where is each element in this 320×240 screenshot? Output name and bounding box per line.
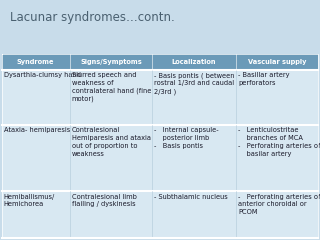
- Text: Localization: Localization: [172, 59, 216, 65]
- Bar: [2, 191, 318, 238]
- Text: Slurred speech and
weakness of
contralateral hand (fine
motor): Slurred speech and weakness of contralat…: [72, 72, 151, 102]
- Text: Syndrome: Syndrome: [17, 59, 54, 65]
- Text: Hemiballismus/
Hemichorea: Hemiballismus/ Hemichorea: [4, 193, 55, 207]
- Bar: [2, 125, 318, 191]
- Text: Signs/Symptoms: Signs/Symptoms: [80, 59, 142, 65]
- Text: -   Perforating arteries of
anterior choroidal or
PCOM: - Perforating arteries of anterior choro…: [238, 193, 320, 215]
- Bar: [2, 70, 318, 125]
- Text: Ataxia- hemiparesis: Ataxia- hemiparesis: [4, 127, 70, 133]
- Text: -   Internal capsule-
    posterior limb
-   Basis pontis: - Internal capsule- posterior limb - Bas…: [154, 127, 219, 149]
- Text: - Basis pontis ( between
rostral 1/3rd and caudal
2/3rd ): - Basis pontis ( between rostral 1/3rd a…: [154, 72, 235, 95]
- Text: Contralesional limb
flailing / dyskinesis: Contralesional limb flailing / dyskinesi…: [72, 193, 137, 207]
- Text: -   Lenticulostritae
    branches of MCA
-   Perforating arteries of
    basilar: - Lenticulostritae branches of MCA - Per…: [238, 127, 320, 157]
- Text: - Basillar artery
perforators: - Basillar artery perforators: [238, 72, 290, 86]
- Text: Vascular supply: Vascular supply: [248, 59, 307, 65]
- Text: Contralesional
Hemiparesis and ataxia
out of proportion to
weakness: Contralesional Hemiparesis and ataxia ou…: [72, 127, 151, 157]
- Text: Lacunar syndromes…contn.: Lacunar syndromes…contn.: [10, 11, 174, 24]
- Bar: [2, 54, 318, 70]
- Text: - Subthalamic nucleus: - Subthalamic nucleus: [154, 193, 228, 199]
- Text: Dysarthia-clumsy hand: Dysarthia-clumsy hand: [4, 72, 81, 78]
